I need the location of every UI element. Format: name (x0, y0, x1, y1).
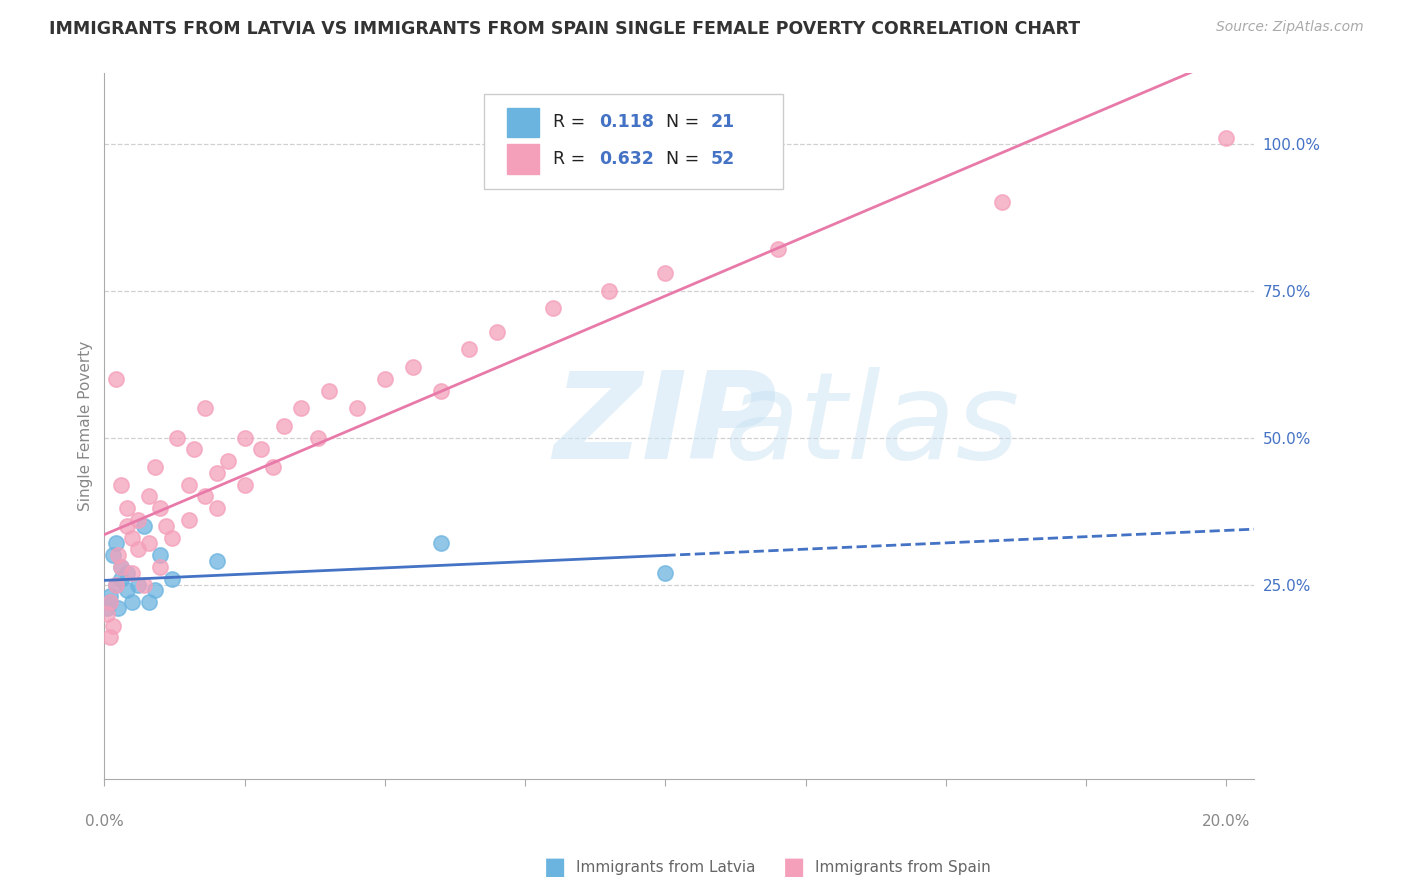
Point (290, 401, 312, 416)
Point (96, 607, 118, 621)
Point (991, 195, 1014, 210)
Point (127, 513, 149, 527)
Point (132, 518, 155, 533)
Point (110, 477, 132, 491)
Point (101, 618, 124, 632)
Point (374, 372, 396, 386)
Text: atlas: atlas (725, 368, 1021, 484)
Text: IMMIGRANTS FROM LATVIA VS IMMIGRANTS FROM SPAIN SINGLE FEMALE POVERTY CORRELATIO: IMMIGRANTS FROM LATVIA VS IMMIGRANTS FRO… (49, 20, 1080, 37)
Point (115, 583, 138, 598)
Point (654, 566, 676, 580)
Point (121, 595, 143, 609)
Point (104, 536, 127, 550)
Point (110, 560, 132, 574)
Point (104, 372, 127, 386)
Text: Immigrants from Latvia: Immigrants from Latvia (576, 860, 756, 874)
Point (166, 431, 188, 445)
Point (194, 401, 217, 416)
Point (104, 577, 127, 591)
Point (1215, 130, 1237, 145)
Point (149, 501, 172, 516)
Point (138, 536, 160, 550)
Text: Source: ZipAtlas.com: Source: ZipAtlas.com (1216, 20, 1364, 34)
Text: 52: 52 (710, 150, 735, 168)
Point (654, 266, 676, 280)
Text: R =: R = (553, 113, 591, 131)
Point (183, 442, 205, 457)
Point (598, 284, 620, 298)
Point (149, 548, 172, 562)
Y-axis label: Single Female Poverty: Single Female Poverty (79, 341, 93, 511)
Point (205, 554, 228, 568)
Point (177, 513, 200, 527)
Bar (508, 145, 538, 174)
Point (205, 501, 228, 516)
Text: 0.632: 0.632 (599, 150, 654, 168)
Point (486, 325, 509, 339)
Point (115, 518, 138, 533)
Point (107, 601, 129, 615)
Point (177, 477, 200, 491)
Point (194, 489, 217, 503)
Point (205, 466, 228, 480)
Text: Immigrants from Spain: Immigrants from Spain (815, 860, 991, 874)
Point (138, 489, 160, 503)
Point (138, 595, 160, 609)
Point (110, 560, 132, 574)
Point (160, 572, 183, 586)
Point (132, 577, 155, 591)
Text: 21: 21 (710, 113, 735, 131)
Point (98, 595, 121, 609)
Point (160, 531, 183, 545)
Point (127, 577, 149, 591)
Point (402, 359, 425, 374)
Point (318, 384, 340, 398)
Text: 0.118: 0.118 (599, 113, 654, 131)
Point (143, 583, 166, 598)
Point (98, 590, 121, 604)
Bar (508, 108, 538, 137)
Text: R =: R = (553, 150, 591, 168)
Point (766, 243, 789, 257)
Point (155, 518, 177, 533)
Text: ■: ■ (783, 855, 806, 879)
Point (307, 431, 329, 445)
Point (143, 459, 166, 474)
Point (98, 595, 121, 609)
Point (121, 531, 143, 545)
Point (430, 384, 453, 398)
Text: N =: N = (665, 113, 704, 131)
Point (127, 542, 149, 557)
Point (233, 477, 256, 491)
Point (217, 454, 239, 468)
Point (541, 301, 564, 316)
Text: 20.0%: 20.0% (1202, 814, 1250, 829)
Point (273, 418, 295, 433)
Point (96, 601, 118, 615)
Text: ■: ■ (544, 855, 567, 879)
Point (149, 560, 172, 574)
FancyBboxPatch shape (484, 95, 783, 189)
Point (121, 566, 143, 580)
Point (115, 501, 138, 516)
Point (346, 401, 368, 416)
Point (115, 566, 138, 580)
Text: ZIP: ZIP (553, 368, 776, 484)
Point (98, 631, 121, 645)
Point (110, 572, 132, 586)
Point (250, 442, 273, 457)
Point (101, 548, 124, 562)
Point (104, 577, 127, 591)
Text: 0.0%: 0.0% (84, 814, 124, 829)
Point (107, 548, 129, 562)
Point (458, 343, 481, 357)
Point (262, 459, 284, 474)
Point (430, 536, 453, 550)
Point (233, 431, 256, 445)
Text: N =: N = (665, 150, 704, 168)
